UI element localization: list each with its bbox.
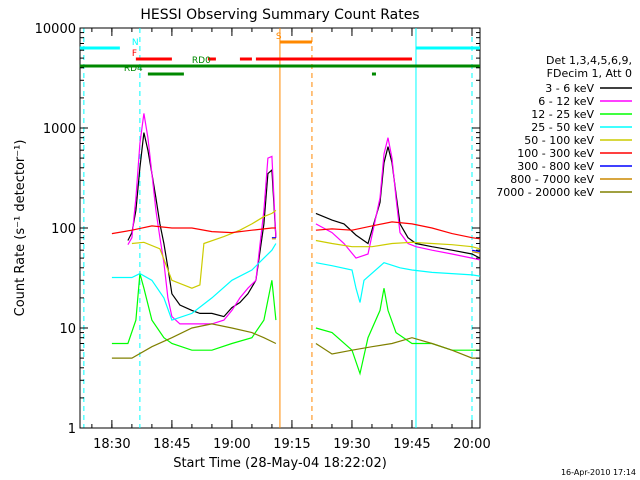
y-axis: 1 10 100 1000 10000: [35, 22, 480, 437]
series-line-1: [127, 113, 481, 325]
legend-label-5: 100 - 300 keV: [517, 147, 594, 160]
legend-label-4: 50 - 100 keV: [524, 134, 594, 147]
flag-label-n: N: [132, 38, 139, 48]
legend-label-8: 7000 - 20000 keV: [496, 186, 594, 199]
flag-label-f: F: [132, 49, 137, 59]
y-tick-label-2: 100: [51, 222, 76, 237]
legend-label-6: 300 - 800 keV: [517, 160, 594, 173]
x-tick-label-2: 19:00: [213, 437, 250, 452]
x-axis: 18:30 18:45 19:00 19:15 19:30 19:45 20:00: [91, 28, 491, 452]
legend-label-7: 800 - 7000 keV: [510, 173, 594, 186]
x-tick-label-5: 19:45: [393, 437, 430, 452]
series-line-0: [127, 132, 481, 318]
series-line-7: [271, 238, 481, 254]
legend-label-2: 12 - 25 keV: [531, 108, 594, 121]
y-tick-label-4: 10000: [35, 22, 76, 37]
legend-header-0: Det 1,3,4,5,6,9,: [546, 54, 632, 67]
series-line-4: [131, 209, 481, 289]
series-line-5: [111, 221, 481, 240]
x-tick-label-0: 18:30: [93, 437, 130, 452]
y-axis-label: Count Rate (s⁻¹ detector⁻¹): [13, 140, 28, 317]
y-tick-label-0: 1: [68, 422, 76, 437]
x-tick-label-1: 18:45: [153, 437, 190, 452]
chart-title: HESSI Observing Summary Count Rates: [140, 7, 419, 23]
legend-header-1: FDecim 1, Att 0: [547, 67, 632, 80]
y-tick-label-3: 1000: [43, 122, 76, 137]
x-tick-label-4: 19:30: [333, 437, 370, 452]
x-tick-label-6: 20:00: [453, 437, 490, 452]
flag-label-rd4: RD4: [124, 64, 143, 74]
x-axis-label: Start Time (28-May-04 18:22:02): [173, 456, 387, 471]
series-line-8: [111, 323, 480, 359]
footer-stamp: 16-Apr-2010 17:14: [561, 468, 636, 477]
flag-label-rd0: RD0: [192, 56, 211, 66]
y-tick-label-1: 10: [59, 322, 76, 337]
series-line-6: [271, 237, 481, 253]
flag-label-s: S: [276, 32, 282, 42]
plot-area: NF S RD0 RD4: [79, 28, 481, 428]
legend-label-3: 25 - 50 keV: [531, 121, 594, 134]
series-line-3: [111, 243, 481, 321]
legend-label-0: 3 - 6 keV: [545, 82, 594, 95]
legend-label-1: 6 - 12 keV: [538, 95, 594, 108]
legend: Det 1,3,4,5,6,9,FDecim 1, Att 0 3 - 6 keV…: [496, 54, 632, 199]
x-tick-label-3: 19:15: [273, 437, 310, 452]
